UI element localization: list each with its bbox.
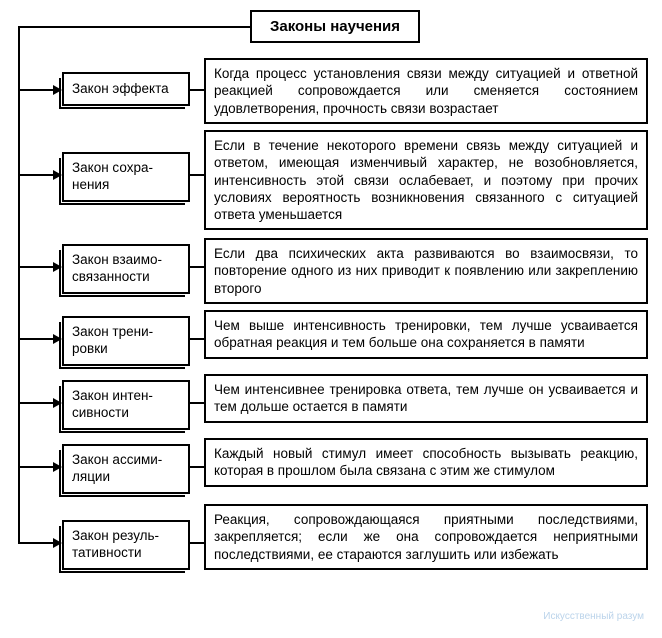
- law-label: Закон трени-ровки: [62, 316, 190, 366]
- law-description: Чем выше интенсивность тренировки, тем л…: [204, 310, 648, 359]
- law-description: Когда процесс установления связи между с…: [204, 58, 648, 124]
- branch-to-label: [18, 542, 53, 544]
- branch-to-label: [18, 89, 53, 91]
- branch-to-label: [18, 338, 53, 340]
- arrowhead-icon: [53, 462, 62, 472]
- law-label: Закон резуль-тативности: [62, 520, 190, 570]
- arrowhead-icon: [53, 262, 62, 272]
- law-label: Закон ассими-ляции: [62, 444, 190, 494]
- diagram-canvas: Законы научения Закон эффекта Когда процес…: [14, 10, 648, 624]
- law-description: Реакция, сопровождающаяся приятными посл…: [204, 504, 648, 570]
- arrowhead-icon: [53, 538, 62, 548]
- law-label: Закон сохра-нения: [62, 152, 190, 202]
- branch-to-label: [18, 174, 53, 176]
- law-description: Чем интенсивнее тренировка ответа, тем л…: [204, 374, 648, 423]
- branch-to-label: [18, 466, 53, 468]
- branch-to-desc: [190, 174, 204, 176]
- law-description: Каждый новый стимул имеет способность вы…: [204, 438, 648, 487]
- branch-to-desc: [190, 402, 204, 404]
- law-label: Закон интен-сивности: [62, 380, 190, 430]
- branch-to-desc: [190, 338, 204, 340]
- branch-to-label: [18, 402, 53, 404]
- branch-to-desc: [190, 542, 204, 544]
- law-label: Закон эффекта: [62, 72, 190, 106]
- branch-to-desc: [190, 466, 204, 468]
- branch-to-desc: [190, 266, 204, 268]
- law-description: Если в течение некоторого времени связь …: [204, 130, 648, 230]
- law-description: Если два психических акта развиваются во…: [204, 238, 648, 304]
- branch-to-desc: [190, 89, 204, 91]
- arrowhead-icon: [53, 85, 62, 95]
- watermark: Искусственный разум: [543, 611, 644, 622]
- title-box: Законы научения: [250, 10, 420, 43]
- arrowhead-icon: [53, 398, 62, 408]
- law-label: Закон взаимо-связанности: [62, 244, 190, 294]
- branch-to-label: [18, 266, 53, 268]
- arrowhead-icon: [53, 334, 62, 344]
- arrowhead-icon: [53, 170, 62, 180]
- title-connector: [18, 26, 250, 28]
